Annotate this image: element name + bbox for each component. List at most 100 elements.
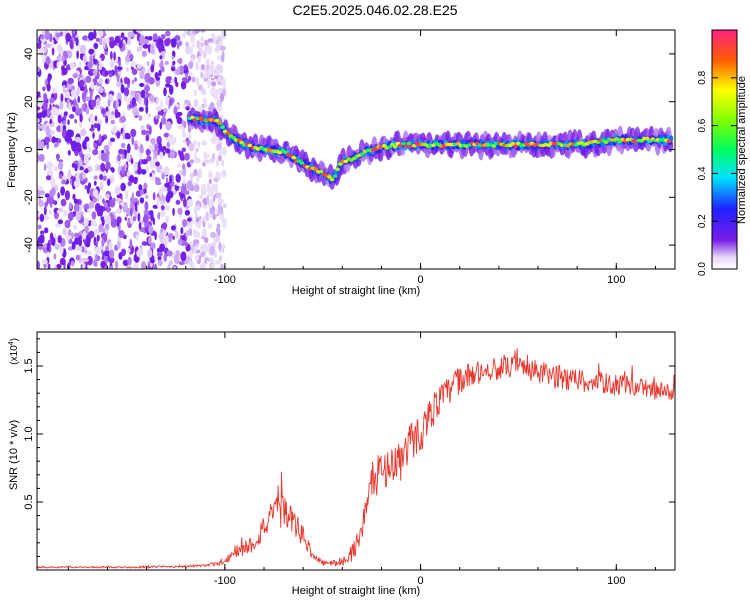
noise-blob bbox=[216, 64, 222, 70]
noise-blob bbox=[79, 113, 83, 123]
noise-blob bbox=[42, 57, 47, 64]
noise-blob bbox=[164, 38, 171, 47]
ridge-point bbox=[666, 139, 672, 143]
noise-blob bbox=[177, 207, 183, 215]
noise-blob bbox=[131, 97, 136, 106]
noise-blob bbox=[74, 236, 81, 245]
noise-blob bbox=[196, 76, 200, 87]
noise-blob bbox=[128, 104, 135, 109]
noise-blob bbox=[155, 180, 162, 186]
ridge-point bbox=[247, 143, 253, 148]
noise-blob bbox=[37, 96, 43, 106]
noise-blob bbox=[82, 230, 87, 240]
noise-blob bbox=[57, 138, 62, 144]
noise-blob bbox=[111, 111, 115, 115]
noise-blob bbox=[66, 82, 71, 90]
noise-blob bbox=[145, 148, 151, 156]
noise-blob bbox=[40, 140, 45, 150]
noise-blob bbox=[82, 140, 88, 150]
noise-blob bbox=[87, 255, 93, 266]
noise-blob bbox=[47, 110, 50, 117]
noise-blob bbox=[98, 208, 103, 217]
ridge-point bbox=[327, 175, 332, 179]
noise-blob bbox=[202, 97, 206, 104]
noise-blob bbox=[200, 36, 204, 42]
noise-blob bbox=[96, 196, 100, 202]
noise-blob bbox=[64, 190, 70, 201]
noise-blob bbox=[204, 237, 209, 244]
noise-blob bbox=[177, 238, 183, 246]
noise-blob bbox=[46, 83, 51, 92]
noise-blob bbox=[49, 129, 55, 136]
noise-blob bbox=[150, 258, 155, 264]
noise-blob bbox=[216, 223, 221, 229]
y-tick-label: 0.5 bbox=[23, 494, 35, 509]
noise-blob bbox=[207, 79, 211, 89]
noise-blob bbox=[41, 259, 48, 265]
noise-blob bbox=[112, 197, 116, 203]
ridge-point bbox=[329, 177, 335, 182]
noise-blob bbox=[141, 241, 148, 246]
noise-blob bbox=[155, 76, 161, 81]
noise-blob bbox=[136, 46, 140, 53]
noise-blob bbox=[123, 87, 130, 97]
noise-blob bbox=[196, 40, 201, 49]
noise-blob bbox=[164, 96, 171, 104]
noise-blob bbox=[165, 76, 171, 84]
noise-blob bbox=[99, 181, 104, 191]
noise-blob bbox=[146, 155, 152, 162]
noise-blob bbox=[169, 174, 172, 184]
noise-blob bbox=[39, 46, 45, 56]
colorbar-gradient bbox=[711, 29, 738, 270]
noise-blob bbox=[57, 114, 62, 124]
noise-blob bbox=[158, 142, 162, 151]
noise-blob bbox=[37, 243, 44, 250]
noise-blob bbox=[141, 129, 147, 136]
noise-blob bbox=[180, 80, 187, 90]
noise-blob bbox=[201, 140, 208, 146]
noise-blob bbox=[43, 163, 47, 171]
noise-blob bbox=[109, 249, 115, 259]
noise-blob bbox=[59, 31, 64, 37]
noise-blob bbox=[113, 51, 116, 61]
noise-blob bbox=[50, 187, 56, 197]
noise-blob bbox=[171, 55, 175, 60]
noise-blob bbox=[58, 173, 63, 179]
noise-blob bbox=[160, 205, 165, 211]
noise-blob bbox=[49, 97, 55, 104]
noise-blob bbox=[101, 218, 105, 226]
noise-blob bbox=[123, 95, 128, 101]
noise-blob bbox=[193, 89, 197, 97]
noise-blob bbox=[176, 116, 182, 124]
noise-blob bbox=[215, 158, 219, 168]
noise-blob bbox=[126, 170, 131, 177]
noise-blob bbox=[127, 181, 132, 187]
noise-blob bbox=[125, 265, 133, 269]
noise-blob bbox=[221, 78, 226, 86]
noise-blob bbox=[119, 116, 127, 123]
noise-blob bbox=[139, 82, 145, 88]
noise-blob bbox=[116, 66, 123, 71]
noise-blob bbox=[201, 64, 205, 70]
noise-blob bbox=[116, 80, 122, 88]
noise-blob bbox=[195, 216, 200, 223]
noise-blob bbox=[70, 89, 77, 98]
noise-blob bbox=[47, 75, 51, 84]
noise-blob bbox=[37, 124, 42, 130]
noise-blob bbox=[139, 143, 144, 154]
noise-blob bbox=[143, 182, 148, 191]
noise-blob bbox=[84, 184, 88, 190]
noise-blob bbox=[148, 77, 155, 85]
noise-blob bbox=[149, 159, 155, 170]
ridge-point bbox=[392, 144, 398, 149]
noise-blob bbox=[93, 228, 100, 235]
noise-blob bbox=[187, 217, 192, 222]
noise-blob bbox=[200, 251, 206, 258]
ridge-point bbox=[299, 161, 305, 165]
noise-blob bbox=[49, 118, 53, 125]
noise-blob bbox=[83, 217, 89, 227]
noise-blob bbox=[116, 73, 120, 82]
noise-blob bbox=[213, 239, 217, 249]
noise-blob bbox=[159, 151, 164, 159]
noise-blob bbox=[178, 261, 185, 266]
